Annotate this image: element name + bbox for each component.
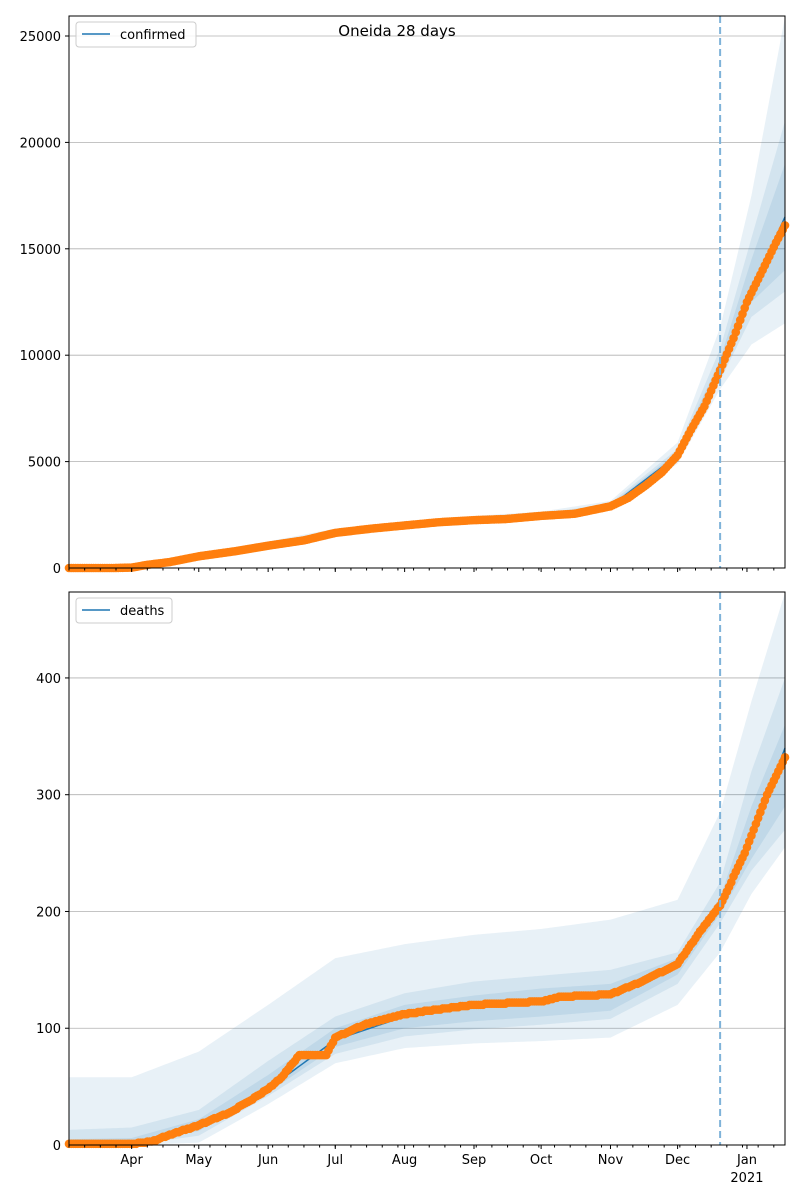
panel-confirmed: 0 5000 10000 15000 20000 25000 confirmed [20, 15, 790, 577]
x-tick-label: Jan [736, 1153, 757, 1168]
panel-deaths: 0 100 200 300 400 Apr May Jun Jul Aug Sep Oct Nov Dec… [36, 591, 790, 1186]
uncertainty-band-1 [69, 592, 785, 1145]
legend-box [75, 597, 173, 624]
y-tick-label: 400 [36, 672, 61, 687]
x-tick-label: Jun [257, 1153, 278, 1168]
y-tick-label: 200 [36, 905, 61, 920]
y-tick-label: 25000 [20, 30, 61, 45]
median-line [68, 216, 786, 569]
x-tick-label: Sep [462, 1153, 487, 1168]
y-tick-label: 0 [53, 562, 61, 577]
x-tick-label: Apr [120, 1153, 143, 1168]
y-tick-label: 15000 [20, 243, 61, 258]
uncertainty-band-2 [69, 121, 785, 568]
x-tick-label: May [185, 1153, 212, 1168]
y-tick-label: 10000 [20, 349, 61, 364]
legend: confirmed [75, 21, 197, 48]
axes-frame [68, 591, 786, 1146]
x-tick-label: Dec [665, 1153, 690, 1168]
legend-label: deaths [120, 604, 165, 619]
y-tick-label: 0 [53, 1139, 61, 1154]
legend-box [75, 21, 197, 48]
uncertainty-band-1 [69, 16, 785, 568]
x-tick-label: Oct [530, 1153, 552, 1168]
legend-label: confirmed [120, 28, 186, 43]
x-tick-label: Aug [392, 1153, 417, 1168]
legend: deaths [75, 597, 173, 624]
uncertainty-band-3 [69, 163, 785, 568]
x-year-label: 2021 [730, 1171, 763, 1186]
x-tick-label: Jul [326, 1153, 343, 1168]
axes-frame [68, 15, 786, 569]
y-tick-label: 300 [36, 789, 61, 804]
y-tick-label: 20000 [20, 136, 61, 151]
y-tick-label: 5000 [28, 456, 61, 471]
chart-title: Oneida 28 days [338, 22, 456, 40]
y-tick-label: 100 [36, 1022, 61, 1037]
x-tick-label: Nov [598, 1153, 624, 1168]
